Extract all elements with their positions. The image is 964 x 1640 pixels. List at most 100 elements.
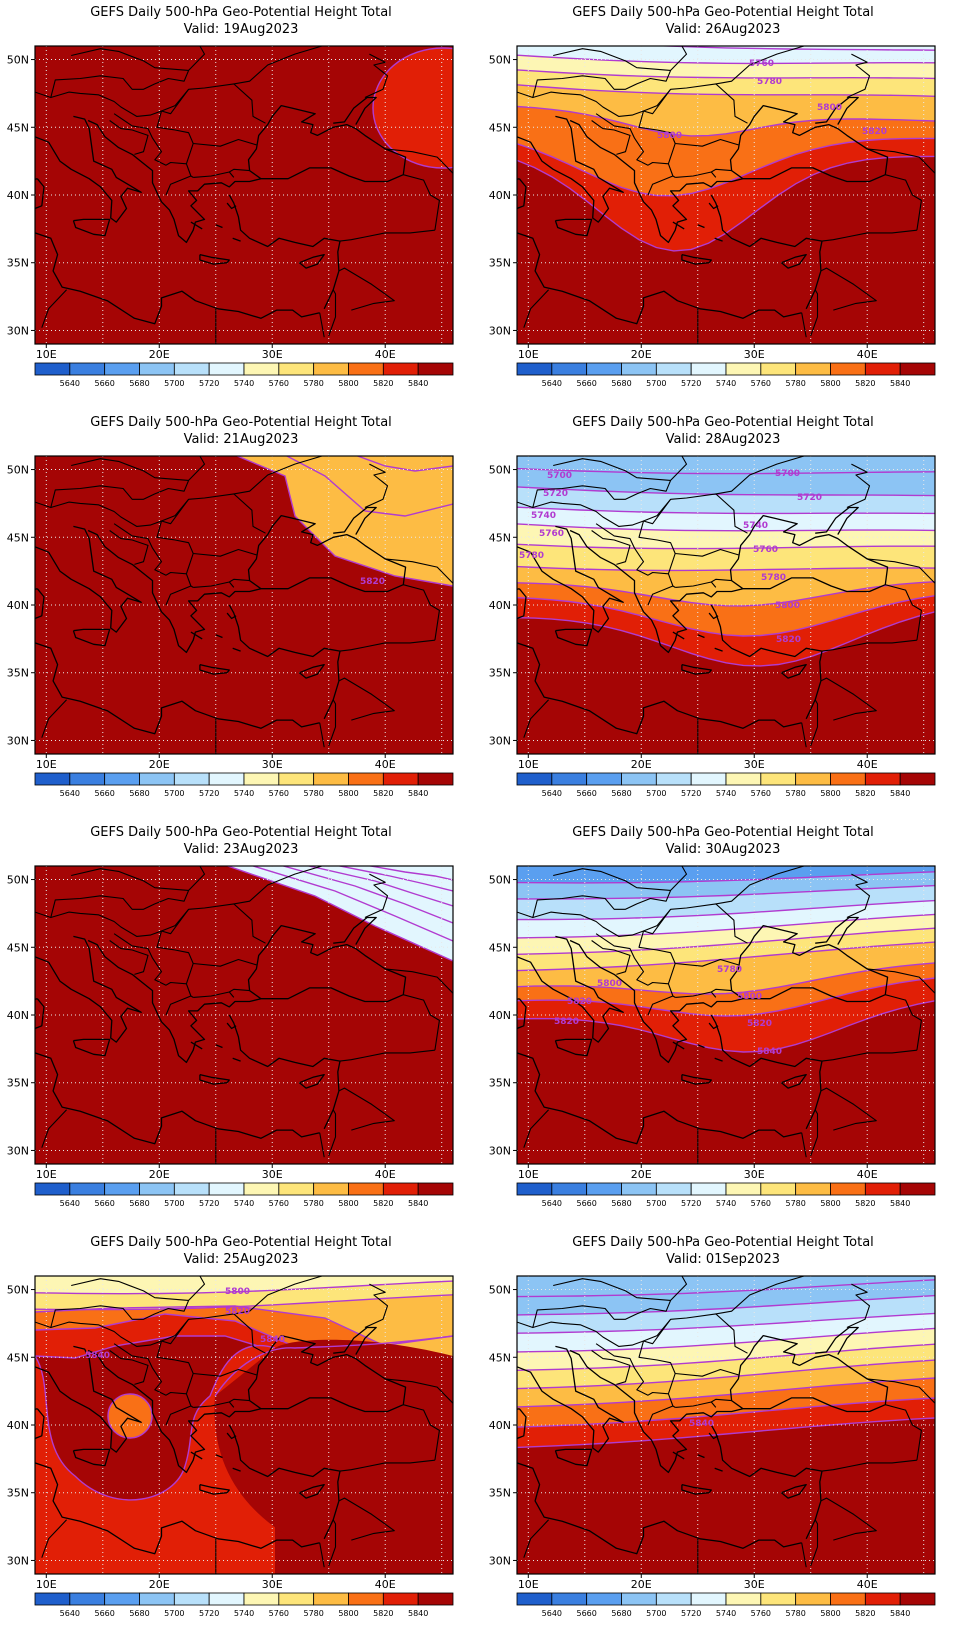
lon-tick-label: 10E — [36, 1578, 57, 1591]
lon-tick-label: 40E — [857, 1578, 878, 1591]
lat-tick-label: 45N — [489, 941, 511, 954]
colorbar-label: 5820 — [855, 789, 875, 798]
lat-tick-label: 35N — [7, 667, 29, 680]
colorbar-swatch — [690, 362, 727, 376]
colorbar-swatch — [34, 362, 71, 376]
coastlines-borders — [517, 866, 935, 1164]
colorbar-label: 5800 — [820, 379, 840, 388]
colorbar-swatch — [516, 362, 553, 376]
colorbar-label: 5700 — [164, 1199, 184, 1208]
colorbar-label: 5820 — [373, 1609, 393, 1618]
lon-tick-label: 40E — [375, 348, 396, 361]
colorbar-swatch — [313, 772, 349, 786]
contour-label: 5780 — [519, 551, 544, 561]
colorbar-swatch — [278, 772, 315, 786]
lat-tick-label: 30N — [7, 324, 29, 337]
colorbar-swatch — [104, 362, 140, 376]
lat-tick-label: 45N — [7, 1351, 29, 1364]
colorbar-swatch — [621, 1182, 657, 1196]
colorbar-swatch — [382, 1182, 419, 1196]
lon-tick-label: 40E — [857, 1168, 878, 1181]
lon-tick-label: 40E — [857, 348, 878, 361]
colorbar-swatch — [348, 1182, 384, 1196]
lon-tick-label: 20E — [631, 1578, 652, 1591]
colorbar-swatch — [139, 362, 175, 376]
colorbar-swatch — [760, 772, 797, 786]
coastlines-borders — [35, 456, 453, 754]
colorbar-label: 5700 — [646, 789, 666, 798]
colorbar-label: 5780 — [303, 789, 323, 798]
contour-label: 5700 — [775, 469, 800, 479]
colorbar-label: 5840 — [408, 789, 428, 798]
colorbar: 5640 5660 5680 5700 5720 5740 5760 5780 5800 5820… — [516, 1592, 936, 1618]
lon-tick-label: 30E — [262, 758, 283, 771]
colorbar-label: 5720 — [199, 789, 219, 798]
colorbar-label: 5780 — [303, 1609, 323, 1618]
colorbar-swatch — [139, 1592, 175, 1606]
colorbar-swatch — [725, 1182, 762, 1196]
colorbar-swatch — [690, 1592, 727, 1606]
colorbar: 5640 5660 5680 5700 5720 5740 5760 5780 5800 5820… — [34, 362, 454, 388]
lon-tick-label: 10E — [36, 348, 57, 361]
colorbar-swatch — [655, 772, 692, 786]
panel-title: GEFS Daily 500-hPa Geo-Potential Height … — [90, 1235, 392, 1250]
colorbar-label: 5700 — [646, 1199, 666, 1208]
colorbar-swatch — [104, 772, 140, 786]
colorbar-swatch — [382, 1592, 419, 1606]
colorbar-swatch — [760, 362, 797, 376]
lat-tick-label: 30N — [489, 324, 511, 337]
lat-tick-label: 40N — [489, 599, 511, 612]
map-area — [517, 866, 935, 1164]
colorbar-swatch — [586, 1182, 622, 1196]
colorbar-swatch — [899, 362, 936, 376]
coastlines-borders — [35, 46, 453, 344]
colorbar-swatch — [864, 1182, 901, 1196]
lat-tick-label: 40N — [7, 599, 29, 612]
contour-label: 5760 — [539, 529, 564, 539]
lon-tick-label: 30E — [262, 1578, 283, 1591]
colorbar-swatch — [690, 772, 727, 786]
lon-tick-label: 30E — [744, 1168, 765, 1181]
contour-label: 5720 — [797, 493, 822, 503]
colorbar-swatch — [173, 772, 210, 786]
contour-label: 5800 — [817, 103, 842, 113]
colorbar-label: 5800 — [338, 1609, 358, 1618]
map-area — [517, 1276, 935, 1574]
colorbar-swatch — [551, 772, 588, 786]
colorbar-swatch — [586, 362, 622, 376]
colorbar-swatch — [243, 772, 280, 786]
colorbar-swatch — [34, 1182, 71, 1196]
colorbar-swatch — [417, 362, 454, 376]
colorbar-label: 5840 — [408, 1199, 428, 1208]
colorbar-label: 5760 — [269, 1609, 289, 1618]
coastlines-borders — [517, 1276, 935, 1574]
colorbar-swatch — [417, 1592, 454, 1606]
colorbar-swatch — [655, 1592, 692, 1606]
colorbar-swatch — [69, 1182, 106, 1196]
colorbar-label: 5840 — [890, 379, 910, 388]
panel-valid-date: Valid: 30Aug2023 — [665, 842, 781, 857]
colorbar-label: 5800 — [338, 1199, 358, 1208]
colorbar-label: 5740 — [716, 379, 736, 388]
lat-tick-label: 35N — [7, 1077, 29, 1090]
contour-label: 5740 — [531, 511, 556, 521]
colorbar-label: 5680 — [129, 1609, 149, 1618]
graticule — [35, 1276, 453, 1574]
lon-tick-label: 30E — [744, 758, 765, 771]
colorbar-label: 5740 — [716, 789, 736, 798]
map-panel: 50N 45N 40N 35N 30N 10E 20E 30E 40E 5640 5660 5680 5… — [0, 0, 482, 410]
lon-tick-label: 10E — [518, 348, 539, 361]
colorbar-label: 5700 — [164, 1609, 184, 1618]
colorbar-label: 5660 — [576, 1199, 596, 1208]
lat-tick-label: 40N — [489, 189, 511, 202]
contour-label: 5820 — [776, 635, 801, 645]
map-figure: 5800 5820 5840 5840 50N 45N 40N 35N 30N 10E 20E 30E… — [7, 1275, 454, 1618]
colorbar-swatch — [621, 1592, 657, 1606]
colorbar-swatch — [690, 1182, 727, 1196]
map-area — [517, 46, 935, 344]
lat-tick-label: 40N — [7, 189, 29, 202]
colorbar-label: 5660 — [576, 1609, 596, 1618]
colorbar-label: 5800 — [820, 1199, 840, 1208]
